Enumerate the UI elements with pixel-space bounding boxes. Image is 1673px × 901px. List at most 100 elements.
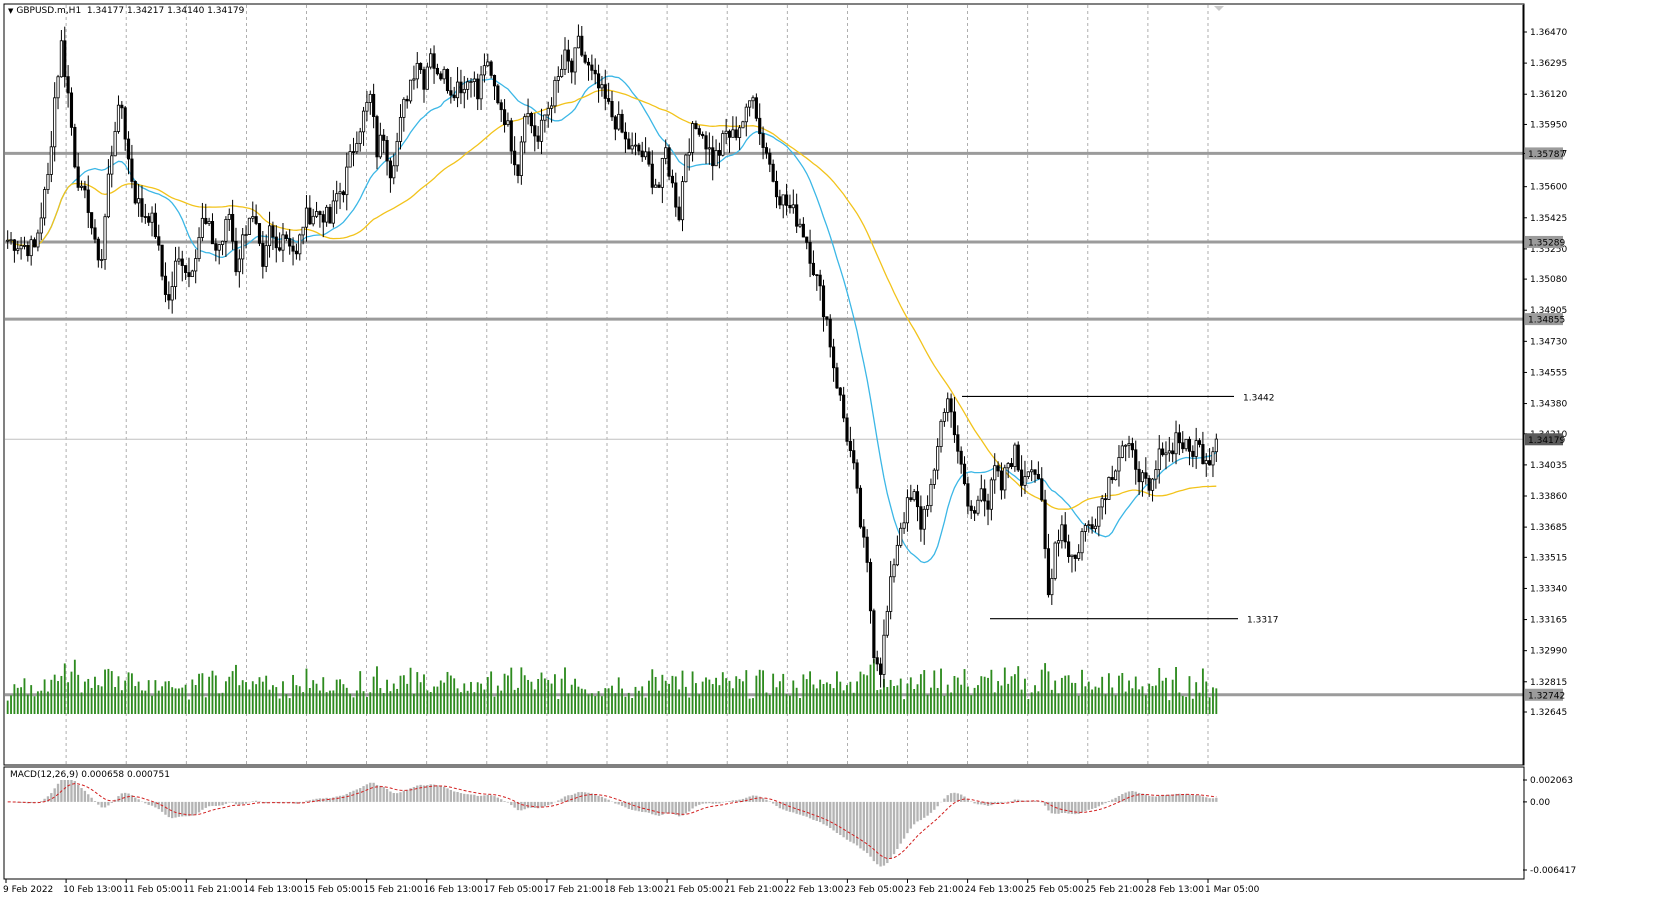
candle-body xyxy=(962,463,967,485)
candle-body xyxy=(1056,540,1061,544)
time-tick-label: 1 Mar 05:00 xyxy=(1205,885,1260,895)
candle-body xyxy=(163,275,168,295)
candle-body xyxy=(976,499,980,514)
candle-body xyxy=(811,262,816,276)
time-tick-label: 25 Feb 05:00 xyxy=(1025,885,1084,895)
candle-body xyxy=(1114,470,1118,481)
candle-body xyxy=(1093,525,1098,530)
annotation-label-high: 1.3442 xyxy=(1243,393,1275,403)
candle-body xyxy=(701,133,705,137)
candle-body xyxy=(197,237,201,259)
candle-body xyxy=(936,446,940,471)
candle-body xyxy=(1033,469,1037,475)
candle-body xyxy=(375,116,379,158)
candle-body xyxy=(469,81,473,83)
candle-body xyxy=(845,417,849,442)
candle-body xyxy=(1208,460,1212,466)
time-tick-label: 10 Feb 13:00 xyxy=(63,885,122,895)
candle-body xyxy=(895,544,899,566)
candle-body xyxy=(603,84,607,99)
candle-body xyxy=(677,206,681,221)
price-tick-label: 1.35080 xyxy=(1530,275,1567,285)
candle-body xyxy=(533,125,537,137)
candle-body xyxy=(422,69,426,90)
dropdown-triangle-icon[interactable]: ▼ xyxy=(8,7,14,15)
candle-body xyxy=(140,198,144,217)
candle-body xyxy=(26,245,30,257)
price-tick-label: 1.34730 xyxy=(1530,337,1567,347)
candle-body xyxy=(412,78,416,81)
price-tick-label: 1.33165 xyxy=(1530,616,1567,626)
candle-body xyxy=(1187,438,1192,452)
scroll-marker-icon[interactable] xyxy=(1214,6,1224,11)
candle-body xyxy=(680,181,685,221)
candle-body xyxy=(778,196,782,206)
candle-body xyxy=(39,217,43,234)
candle-body xyxy=(130,158,134,182)
time-tick-label: 11 Feb 05:00 xyxy=(123,885,182,895)
candle-body xyxy=(482,65,486,76)
candle-body xyxy=(1120,445,1124,458)
candle-body xyxy=(59,40,63,78)
candle-body xyxy=(53,97,57,148)
time-tick-label: 16 Feb 13:00 xyxy=(424,885,483,895)
candle-body xyxy=(200,217,204,238)
candle-body xyxy=(190,270,194,278)
candle-body xyxy=(892,564,896,578)
candle-body xyxy=(466,81,470,90)
time-axis: 9 Feb 2022 10 Feb 13:00 11 Feb 05:00 11 Feb… xyxy=(3,878,1523,895)
candle-body xyxy=(462,88,466,94)
candle-body xyxy=(593,69,597,75)
candle-body xyxy=(842,394,846,419)
candle-body xyxy=(63,40,67,78)
candle-body xyxy=(1100,498,1104,508)
candle-body xyxy=(113,131,117,157)
candle-body xyxy=(882,634,886,675)
candle-body xyxy=(1043,499,1047,550)
candle-body xyxy=(536,135,540,142)
candle-body xyxy=(9,239,13,242)
candle-body xyxy=(650,163,654,188)
price-tick-label: 1.33340 xyxy=(1530,584,1567,594)
candle-body xyxy=(123,107,127,140)
candle-body xyxy=(774,180,779,198)
candle-body xyxy=(419,62,423,70)
candle-body xyxy=(66,76,70,94)
candle-body xyxy=(549,105,554,109)
candle-body xyxy=(1083,525,1087,532)
candle-body xyxy=(848,440,852,452)
candle-body xyxy=(1144,472,1148,479)
candle-body xyxy=(966,483,970,507)
price-level-tag xyxy=(1525,235,1563,248)
candle-body xyxy=(808,241,812,264)
candle-body xyxy=(744,106,748,123)
candle-body xyxy=(12,239,16,251)
candle-body xyxy=(96,238,100,261)
candle-body xyxy=(647,151,651,165)
candle-body xyxy=(1030,469,1034,473)
candle-body xyxy=(187,272,191,278)
candle-body xyxy=(526,113,530,118)
candle-body xyxy=(86,189,90,213)
candle-body xyxy=(912,491,916,501)
candle-body xyxy=(382,134,386,141)
candle-body xyxy=(855,462,859,489)
candle-body xyxy=(862,526,866,538)
candle-body xyxy=(372,93,376,117)
candle-body xyxy=(915,491,920,508)
candle-body xyxy=(583,54,587,63)
candle-body xyxy=(687,152,691,156)
price-tick-label: 1.34380 xyxy=(1530,400,1567,410)
candle-body xyxy=(852,450,856,464)
candle-body xyxy=(351,151,356,153)
candle-body xyxy=(355,143,359,153)
candle-body xyxy=(449,90,453,96)
candle-body xyxy=(314,211,319,217)
time-tick-label: 28 Feb 13:00 xyxy=(1145,885,1204,895)
candle-body xyxy=(734,129,738,138)
candle-body xyxy=(724,130,728,134)
candle-body xyxy=(556,76,560,81)
candle-body xyxy=(432,53,436,69)
